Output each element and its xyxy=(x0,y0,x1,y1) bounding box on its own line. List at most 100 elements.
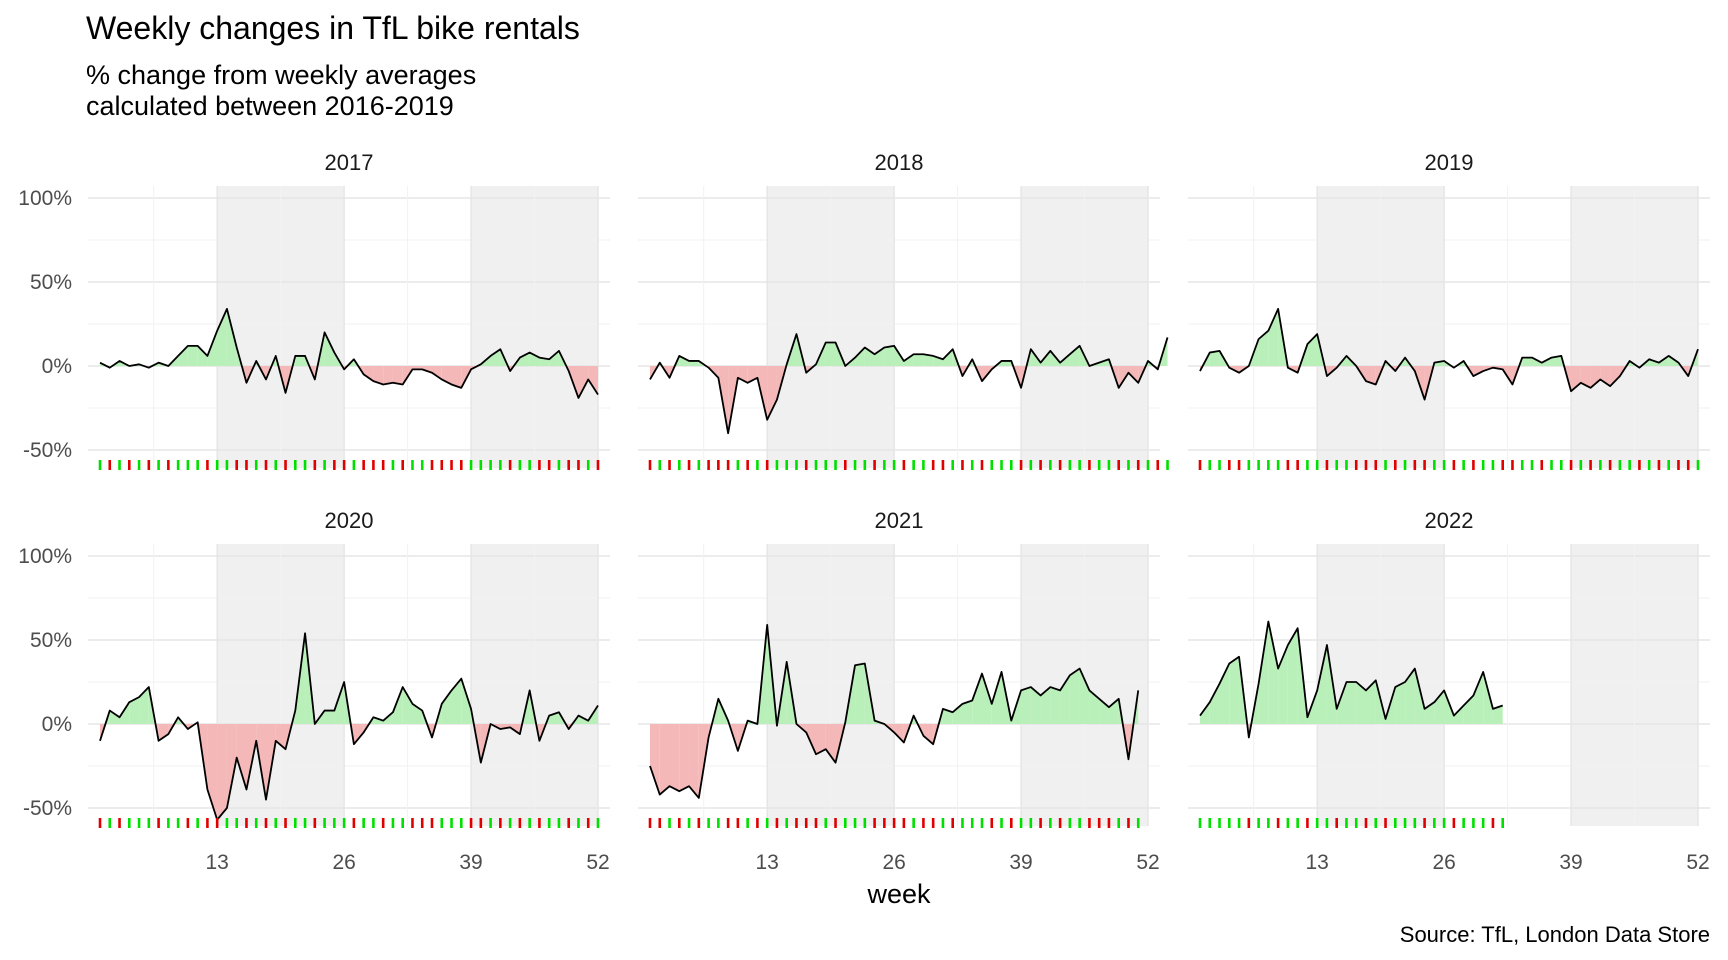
series-line-2022 xyxy=(1199,620,1503,739)
facet-label: 2020 xyxy=(325,508,374,533)
negative-area-segment xyxy=(392,366,403,385)
positive-area-segment xyxy=(933,355,943,366)
positive-area-segment xyxy=(1463,695,1474,724)
facet-label: 2022 xyxy=(1425,508,1474,533)
facet-label: 2021 xyxy=(875,508,924,533)
positive-area-segment xyxy=(1209,350,1220,366)
positive-area-segment xyxy=(1366,680,1376,724)
positive-area-segment xyxy=(1229,656,1240,724)
negative-area-segment xyxy=(1600,366,1611,387)
positive-area-segment xyxy=(1405,668,1415,724)
positive-area-segment xyxy=(1483,671,1493,724)
negative-area-segment xyxy=(1571,366,1581,392)
positive-area-segment xyxy=(1287,628,1298,724)
y-tick-label: 50% xyxy=(30,271,72,294)
facet-label: 2018 xyxy=(875,150,924,175)
y-tick-label: 50% xyxy=(30,629,72,652)
positive-area-segment xyxy=(1346,682,1357,724)
negative-area-segment xyxy=(650,724,660,795)
x-tick-label: 52 xyxy=(1136,851,1159,874)
negative-area-segment xyxy=(578,366,589,398)
positive-area-segment xyxy=(529,352,540,366)
positive-area-segment xyxy=(519,352,530,366)
positive-area-segment xyxy=(324,710,335,724)
negative-area-segment xyxy=(363,366,374,382)
x-tick-label: 13 xyxy=(205,851,228,874)
positive-area-segment xyxy=(549,350,559,366)
y-tick-label: 0% xyxy=(42,355,72,378)
positive-area-segment xyxy=(689,360,699,366)
x-tick-label: 13 xyxy=(1305,851,1328,874)
positive-area-segment xyxy=(109,710,120,724)
positive-area-segment xyxy=(874,347,885,366)
positive-area-segment xyxy=(1268,621,1279,724)
positive-area-segment xyxy=(1050,687,1061,724)
chart-subtitle-line-1: % change from weekly averages xyxy=(86,60,477,90)
positive-area-segment xyxy=(972,673,982,724)
negative-area-segment xyxy=(767,366,777,420)
chart-title: Weekly changes in TfL bike rentals xyxy=(86,10,580,46)
positive-area-segment xyxy=(139,687,149,724)
facet-label: 2017 xyxy=(325,150,374,175)
positive-area-segment xyxy=(197,345,208,366)
negative-area-segment xyxy=(353,724,364,745)
positive-area-segment xyxy=(1079,668,1090,724)
x-tick-label: 26 xyxy=(1432,851,1455,874)
facet-panel-2017: 2017 -50% 0% 50% 100% xyxy=(18,150,610,470)
positive-area-segment xyxy=(942,708,953,724)
y-tick-label: -50% xyxy=(23,439,72,462)
positive-area-segment xyxy=(825,342,836,366)
y-tick-label: 100% xyxy=(18,545,72,568)
positive-area-segment xyxy=(412,703,423,724)
positive-area-segment xyxy=(461,678,472,724)
positive-area-segment xyxy=(451,678,462,724)
facet-panel-2022: 2022 13 26 39 52 xyxy=(1188,508,1710,874)
positive-area-segment xyxy=(991,671,1002,724)
positive-area-segment xyxy=(913,354,924,366)
negative-area-segment xyxy=(1473,366,1484,377)
negative-area-segment xyxy=(1590,366,1601,388)
negative-area-segment xyxy=(1580,366,1591,388)
negative-area-segment xyxy=(158,724,169,741)
series-line-2020 xyxy=(99,632,599,821)
positive-area-segment xyxy=(982,673,992,724)
positive-area-segment xyxy=(855,347,865,366)
negative-area-segment xyxy=(659,724,670,795)
positive-area-segment xyxy=(942,349,953,366)
negative-area-segment xyxy=(1610,366,1620,387)
positive-area-segment xyxy=(1209,683,1220,724)
positive-area-segment xyxy=(1200,702,1210,724)
negative-area-segment xyxy=(236,724,247,790)
positive-area-segment xyxy=(392,687,403,724)
x-tick-label: 26 xyxy=(882,851,905,874)
positive-area-segment xyxy=(903,354,914,366)
negative-area-segment xyxy=(432,366,442,380)
positive-area-segment xyxy=(1001,360,1012,366)
negative-area-segment xyxy=(825,724,836,763)
x-tick-label: 52 xyxy=(586,851,609,874)
y-tick-label: 100% xyxy=(18,187,72,210)
positive-area-segment xyxy=(1395,682,1406,724)
positive-area-segment xyxy=(1069,668,1080,724)
positive-area-segment xyxy=(884,345,895,366)
positive-area-segment xyxy=(207,330,218,366)
negative-area-segment xyxy=(275,724,286,750)
positive-area-segment xyxy=(324,332,335,366)
series-line-2021 xyxy=(649,623,1140,799)
negative-area-segment xyxy=(588,366,598,395)
negative-area-segment xyxy=(894,724,904,743)
positive-area-segment xyxy=(441,690,452,724)
negative-area-segment xyxy=(679,724,690,792)
negative-area-segment xyxy=(1128,366,1139,383)
positive-area-segment xyxy=(1069,345,1080,366)
x-tick-label: 13 xyxy=(755,851,778,874)
x-tick-label: 26 xyxy=(332,851,355,874)
x-tick-label: 39 xyxy=(1559,851,1582,874)
negative-area-segment xyxy=(1366,366,1376,385)
negative-area-segment xyxy=(816,724,826,755)
positive-area-segment xyxy=(1492,705,1503,724)
negative-area-segment xyxy=(226,724,237,808)
positive-area-segment xyxy=(1108,698,1119,724)
series-line-2017 xyxy=(99,307,599,399)
